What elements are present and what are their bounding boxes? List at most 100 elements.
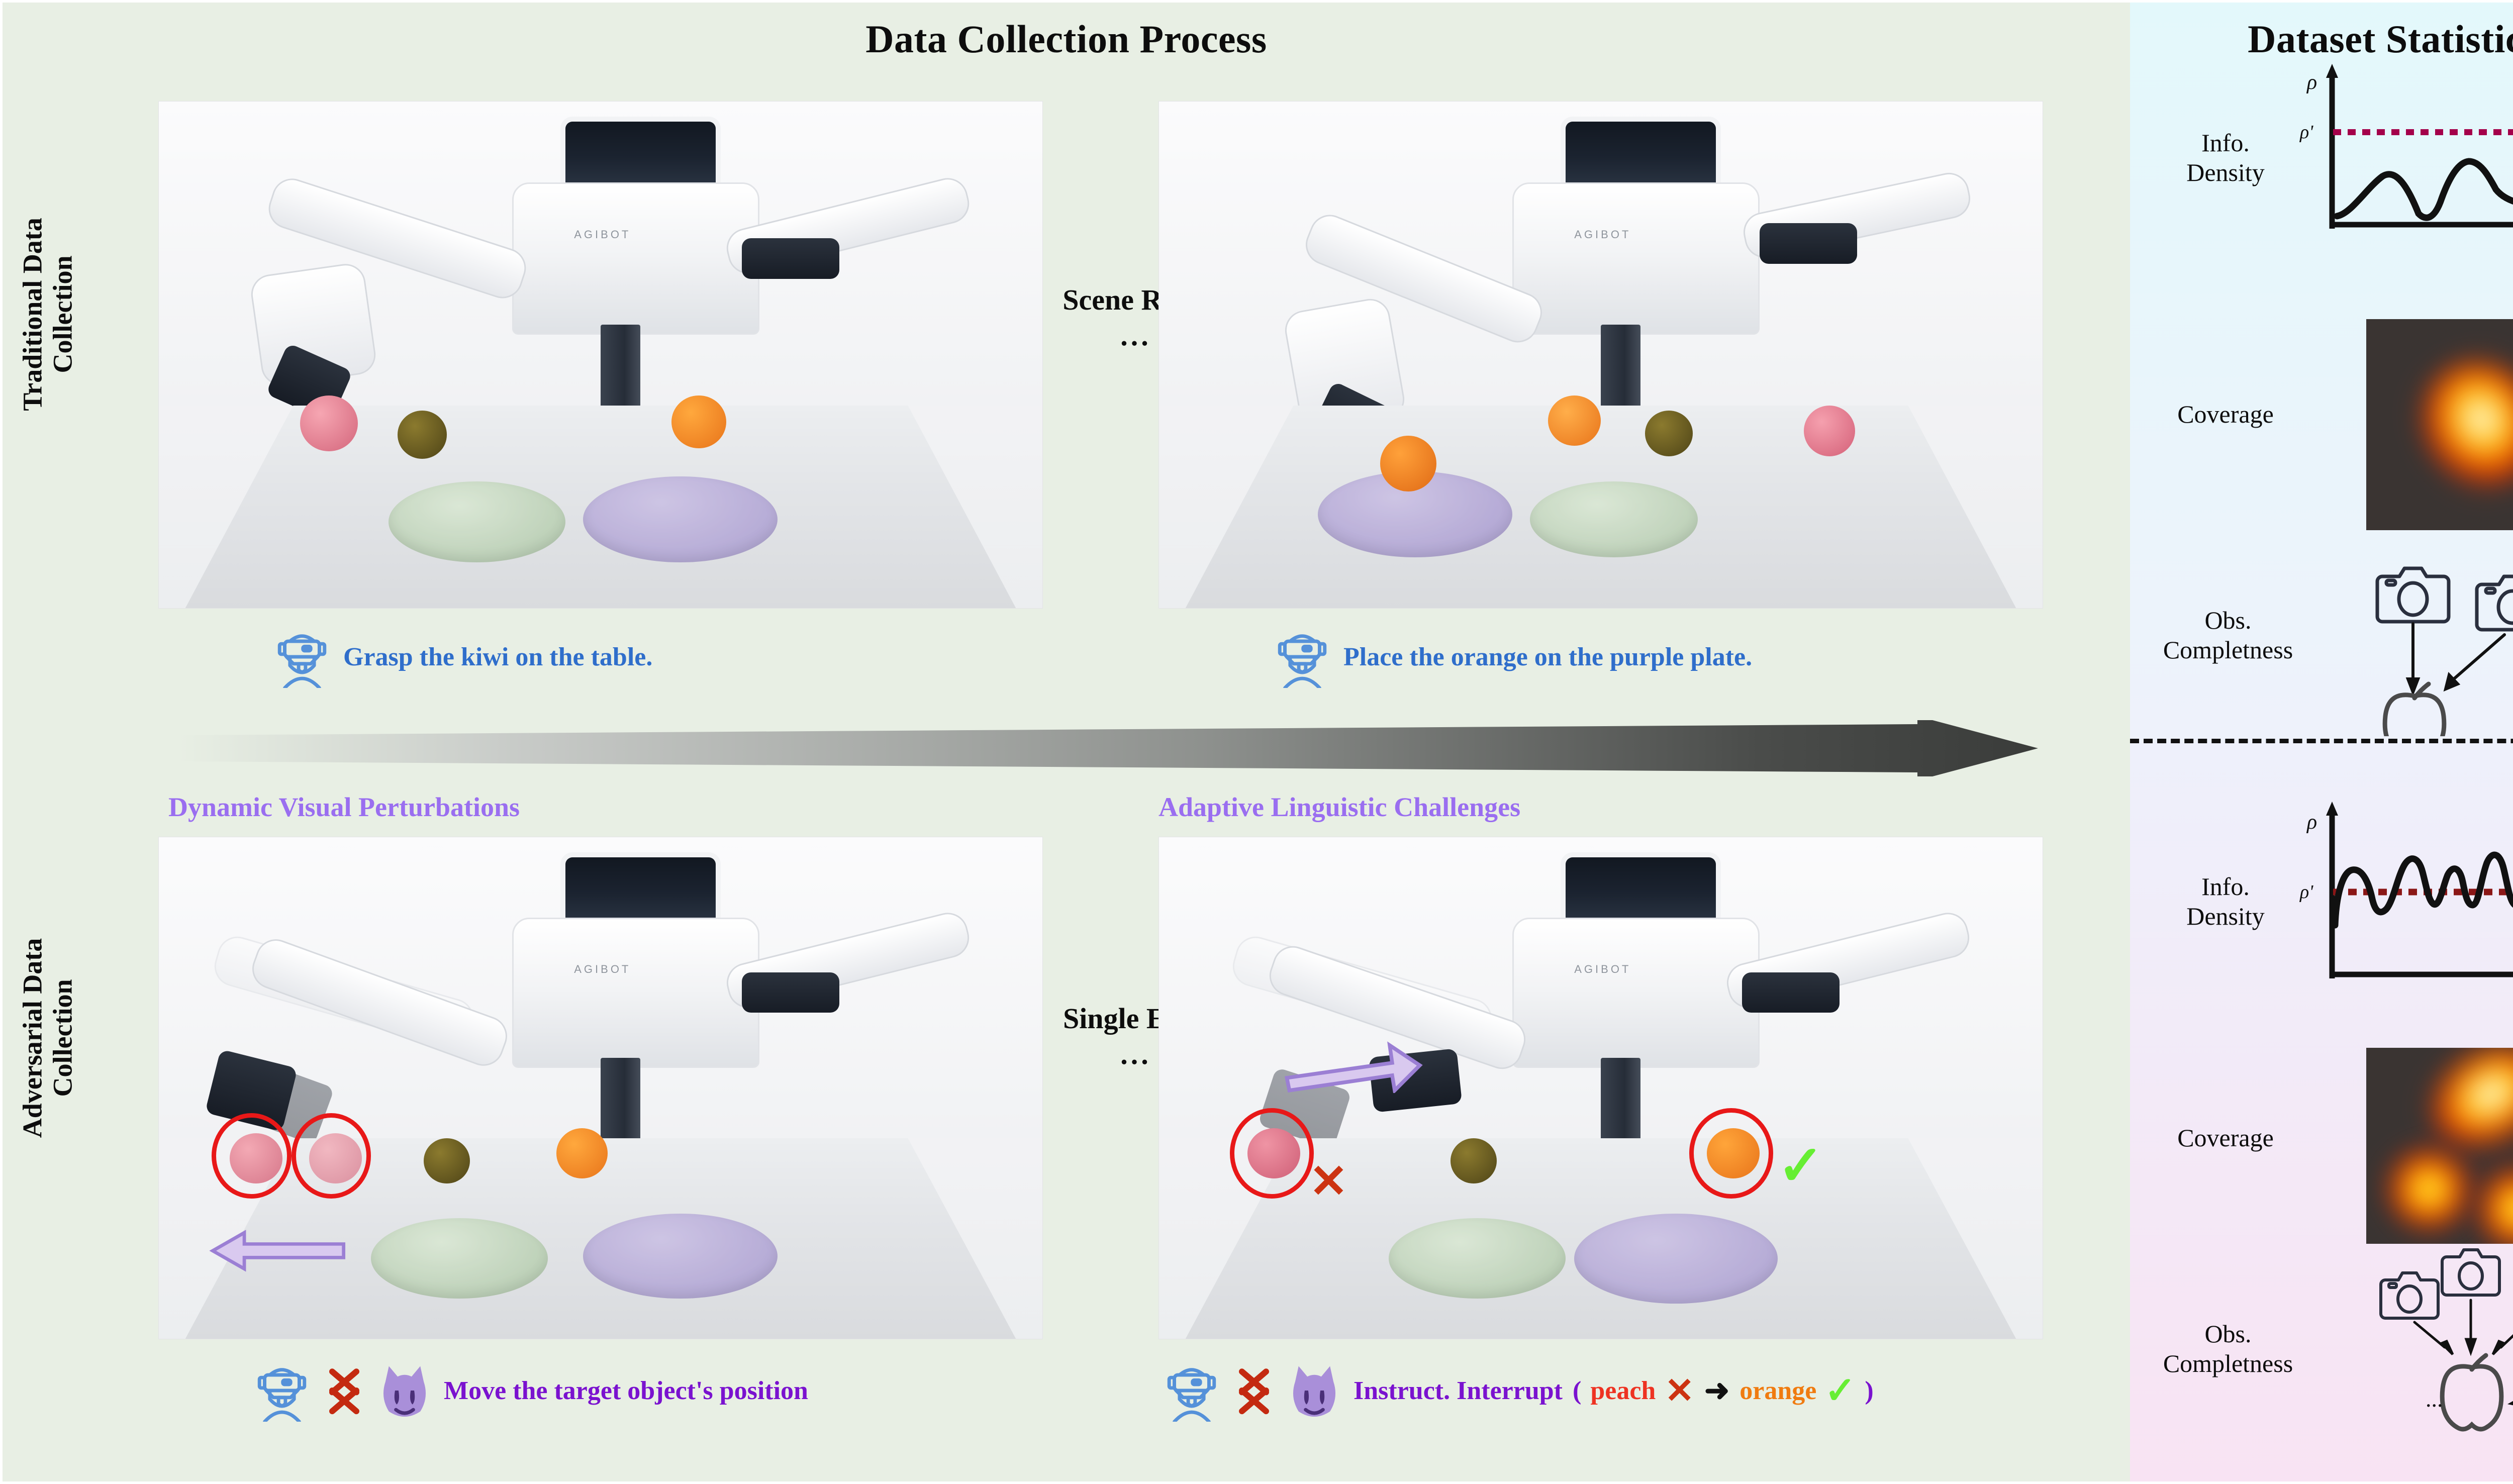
plate-purple: [583, 1213, 778, 1299]
vr-headset-person-icon: [257, 1368, 307, 1422]
instruction-text: Move the target object's position: [444, 1376, 808, 1405]
heat-blob: [2377, 1137, 2481, 1241]
scene-photo-adversarial-2: AGIBOT ✕ ✓: [1158, 837, 2043, 1339]
svg-text:ρ: ρ: [2306, 811, 2317, 834]
robot-brand-text: AGIBOT: [1574, 962, 1631, 975]
robot-head: [565, 122, 716, 188]
vr-headset-person-icon: [1278, 634, 1327, 688]
double-cross-icon: [1239, 1368, 1269, 1415]
plate-purple: [1574, 1213, 1778, 1304]
robot-body: [1512, 182, 1760, 335]
metric-label-obs-completeness-top: Obs. Completness: [2163, 606, 2293, 664]
heatmap-coverage-traditional: [2366, 319, 2513, 530]
instruction-prefix: Instruct. Interrupt: [1354, 1376, 1563, 1405]
caption-adversarial-1: Move the target object's position: [254, 1359, 808, 1422]
heatmap-coverage-adversarial: [2366, 1048, 2513, 1244]
apple-icon: [2382, 681, 2447, 736]
fruit-orange-table: [1548, 395, 1601, 446]
annotation-circle-orange: [1689, 1108, 1773, 1199]
instruction-text: Place the orange on the purple plate.: [1343, 642, 1753, 671]
fruit-kiwi: [424, 1138, 470, 1183]
right-check-icon: ✓: [1824, 1370, 1856, 1412]
fruit-orange-in-hand: [1380, 436, 1436, 492]
scene-photo-traditional-1: AGIBOT: [158, 101, 1043, 609]
heat-blob: [2402, 342, 2513, 508]
camera-icon: [2441, 1248, 2501, 1297]
robot-gripper-right: [742, 238, 839, 279]
instruction-text: Grasp the kiwi on the table.: [343, 642, 653, 671]
process-flow-arrow-icon: [178, 720, 2038, 776]
plate-purple: [583, 476, 778, 563]
metric-label-info-density-top: Info. Density: [2186, 129, 2265, 186]
diagram-obs-completeness-traditional: [2375, 566, 2513, 736]
move-arrow-icon: [209, 1230, 345, 1272]
devil-face-icon: [383, 1366, 426, 1417]
diagram-obs-completeness-adversarial: ...: [2379, 1248, 2513, 1432]
camera-icon: [2379, 1271, 2440, 1320]
right-target-word: orange: [1739, 1376, 1817, 1405]
robot-gripper-right: [1760, 223, 1857, 264]
dataset-statistics-panel: Dataset Statistics Info. Density ρ ρ' t …: [2130, 0, 2513, 1484]
data-collection-process-panel: Data Collection Process Traditional Data…: [0, 0, 2130, 1484]
robot-head: [1565, 122, 1716, 188]
more-cameras-ellipsis: ...: [2426, 1386, 2443, 1412]
observation-arrow-icon: [2413, 1299, 2513, 1406]
scene-photo-traditional-2: AGIBOT: [1158, 101, 2043, 609]
chart-info-density-traditional: ρ ρ' t: [2299, 64, 2513, 229]
fruit-orange: [671, 395, 726, 449]
apple-icon: [2440, 1353, 2504, 1432]
svg-text:ρ: ρ: [2306, 71, 2317, 94]
plate-green: [1530, 481, 1698, 558]
robot-brand-text: AGIBOT: [1574, 228, 1631, 241]
robot-brand-text: AGIBOT: [574, 962, 631, 975]
wrong-x-icon: ✕: [1665, 1371, 1694, 1411]
caption-traditional-2: Place the orange on the purple plate.: [1274, 626, 1752, 688]
row-label-traditional: Traditional Data Collection: [17, 218, 78, 411]
fruit-orange: [556, 1128, 608, 1178]
annotation-x-mark: ✕: [1309, 1155, 1348, 1207]
robot-body: [512, 182, 760, 335]
observation-arrow-icon: [2405, 622, 2506, 697]
svg-text:ρ': ρ': [2299, 881, 2313, 903]
plate-green: [389, 481, 565, 563]
metric-label-coverage-top: Coverage: [2177, 400, 2274, 428]
svg-text:ρ': ρ': [2299, 122, 2313, 143]
double-cross-icon: [329, 1368, 359, 1415]
devil-face-icon: [1293, 1366, 1336, 1417]
annotation-circle-peach: [1229, 1108, 1314, 1199]
row-label-adversarial: Adversarial Data Collection: [17, 938, 78, 1138]
paren-open: (: [1572, 1376, 1582, 1405]
robot-gripper-right: [742, 972, 839, 1013]
chart-info-density-adversarial: ρ ρ' t: [2299, 802, 2513, 978]
metric-label-info-density-bottom: Info. Density: [2186, 872, 2265, 930]
subhead-adaptive-linguistic-challenges: Adaptive Linguistic Challenges: [1158, 792, 1521, 822]
fruit-peach: [300, 395, 358, 451]
annotation-check-mark: ✓: [1777, 1134, 1824, 1197]
stats-panel-title: Dataset Statistics: [2248, 17, 2513, 61]
camera-icon: [2375, 566, 2451, 624]
plate-green: [370, 1218, 548, 1299]
camera-icon: [2475, 574, 2513, 632]
annotation-circle-old: [212, 1113, 292, 1199]
page-title: Data Collection Process: [865, 17, 1267, 61]
section-divider: [2130, 739, 2513, 743]
robot-brand-text: AGIBOT: [574, 228, 631, 241]
scene-reset-ellipsis: ...: [1120, 319, 1151, 352]
plate-green: [1389, 1218, 1566, 1299]
transition-arrow-icon: ➜: [1704, 1374, 1730, 1407]
vr-headset-person-icon: [277, 634, 327, 688]
heat-blob: [2467, 1156, 2513, 1244]
robot-body: [512, 917, 760, 1068]
paren-close: ): [1865, 1376, 1874, 1405]
vr-headset-person-icon: [1167, 1368, 1216, 1422]
scene-photo-adversarial-1: AGIBOT: [158, 837, 1043, 1339]
fruit-kiwi: [397, 410, 447, 459]
subhead-dynamic-visual-perturbations: Dynamic Visual Perturbations: [168, 792, 520, 822]
caption-adversarial-2: Instruct. Interrupt ( peach ✕ ➜ orange ✓…: [1164, 1359, 1874, 1422]
redirect-arrow-icon: [1285, 1041, 1423, 1093]
robot-body: [1512, 917, 1760, 1068]
robot-head: [1565, 857, 1716, 923]
fruit-kiwi: [1451, 1138, 1497, 1183]
wrong-target-word: peach: [1590, 1376, 1656, 1405]
